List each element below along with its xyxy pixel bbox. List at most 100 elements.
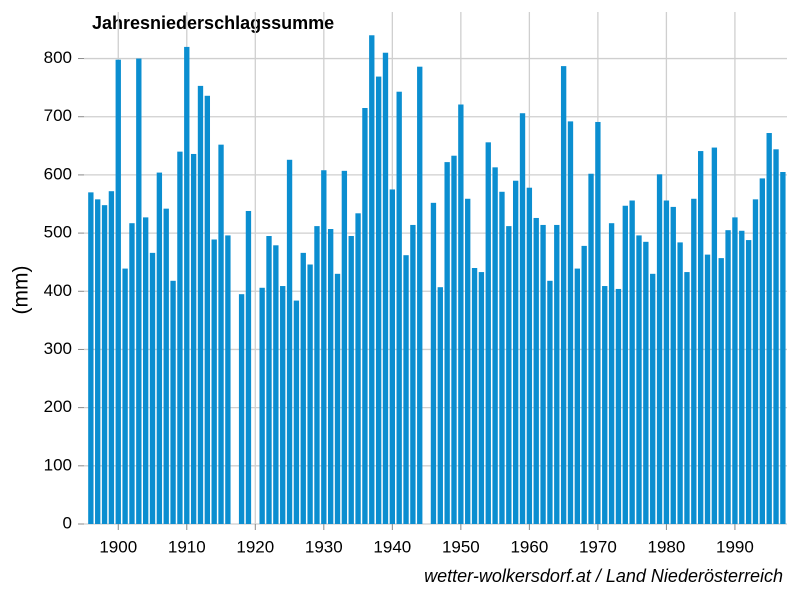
bar [759, 178, 766, 524]
bar [327, 229, 334, 524]
bar [259, 287, 265, 524]
bar [197, 85, 204, 525]
bar [458, 104, 464, 524]
bar [492, 167, 498, 524]
y-tick-label: 200 [44, 397, 72, 416]
x-tick-label: 1940 [373, 537, 411, 556]
bar [752, 199, 759, 524]
bar [615, 288, 622, 524]
bar [204, 95, 211, 525]
bar [129, 223, 135, 524]
bar [444, 162, 450, 525]
chart-title: Jahresniederschlagssumme [92, 13, 334, 33]
bar [595, 121, 601, 525]
bar [540, 224, 546, 525]
bar [663, 200, 670, 524]
bar [293, 300, 300, 524]
bar [629, 200, 635, 524]
y-tick-label: 0 [63, 513, 72, 532]
bar [732, 217, 738, 524]
bar [410, 224, 416, 525]
bar [711, 147, 718, 524]
x-tick-label: 1980 [647, 537, 685, 556]
bar [108, 191, 115, 524]
bar [170, 280, 176, 524]
bar [526, 187, 533, 524]
bar [321, 170, 327, 524]
bar [512, 180, 519, 524]
bar [184, 46, 190, 525]
bar [238, 294, 245, 524]
source-note: wetter-wolkersdorf.at / Land Niederöster… [424, 566, 783, 586]
bar [766, 133, 772, 524]
bar [218, 144, 224, 524]
bar [739, 230, 745, 524]
y-tick-label: 600 [44, 164, 72, 183]
bar [691, 198, 697, 524]
bar [519, 113, 526, 525]
bar [656, 174, 663, 524]
bar [574, 268, 581, 524]
bar [396, 91, 402, 524]
bar [506, 226, 512, 525]
bar [608, 223, 615, 524]
bar [266, 236, 272, 524]
bar [465, 198, 471, 524]
bar [451, 155, 457, 524]
bar [622, 205, 628, 524]
bar [375, 76, 382, 524]
bar [718, 258, 724, 524]
bar [177, 151, 183, 525]
bar [677, 242, 683, 524]
bar [389, 189, 396, 525]
bar [101, 205, 108, 524]
bar [88, 192, 94, 524]
x-tick-label: 1920 [236, 537, 274, 556]
bar [704, 254, 711, 525]
bar [554, 224, 560, 525]
y-tick-label: 700 [44, 106, 72, 125]
bar [355, 213, 361, 525]
bar [382, 52, 389, 525]
y-axis-label: (mm) [10, 266, 33, 315]
bar [362, 108, 368, 524]
bar [115, 59, 121, 524]
bar [341, 170, 348, 524]
bar [163, 208, 169, 524]
bar [478, 272, 485, 524]
x-tick-label: 1950 [442, 537, 480, 556]
bar [567, 121, 574, 524]
bar [122, 268, 128, 524]
bar [437, 287, 443, 524]
bar [417, 66, 423, 524]
y-tick-label: 300 [44, 339, 72, 358]
bar [643, 241, 649, 524]
bar [156, 172, 163, 524]
bar [745, 240, 752, 524]
bar [95, 199, 101, 524]
bar [650, 273, 656, 524]
bar [142, 217, 149, 524]
bar [560, 66, 567, 524]
bar [684, 272, 690, 524]
bar [533, 217, 539, 525]
bar [430, 202, 437, 524]
bar [334, 273, 341, 524]
y-tick-label: 100 [44, 455, 72, 474]
y-tick-label: 800 [44, 48, 72, 67]
bar [136, 58, 142, 524]
bar [773, 149, 779, 525]
bar [636, 235, 642, 524]
bar [211, 239, 217, 524]
bar [471, 268, 478, 524]
y-tick-label: 500 [44, 223, 72, 242]
y-tick-label: 400 [44, 281, 72, 300]
x-tick-label: 1970 [579, 537, 617, 556]
bar [485, 142, 491, 524]
bar [286, 159, 293, 525]
x-tick-label: 1990 [716, 537, 754, 556]
bar [149, 252, 156, 524]
bar [547, 280, 553, 524]
bar [780, 172, 786, 524]
